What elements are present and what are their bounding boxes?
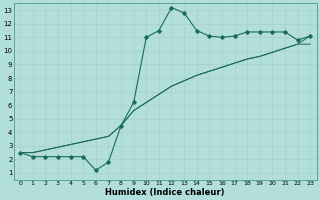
X-axis label: Humidex (Indice chaleur): Humidex (Indice chaleur) [106,188,225,197]
